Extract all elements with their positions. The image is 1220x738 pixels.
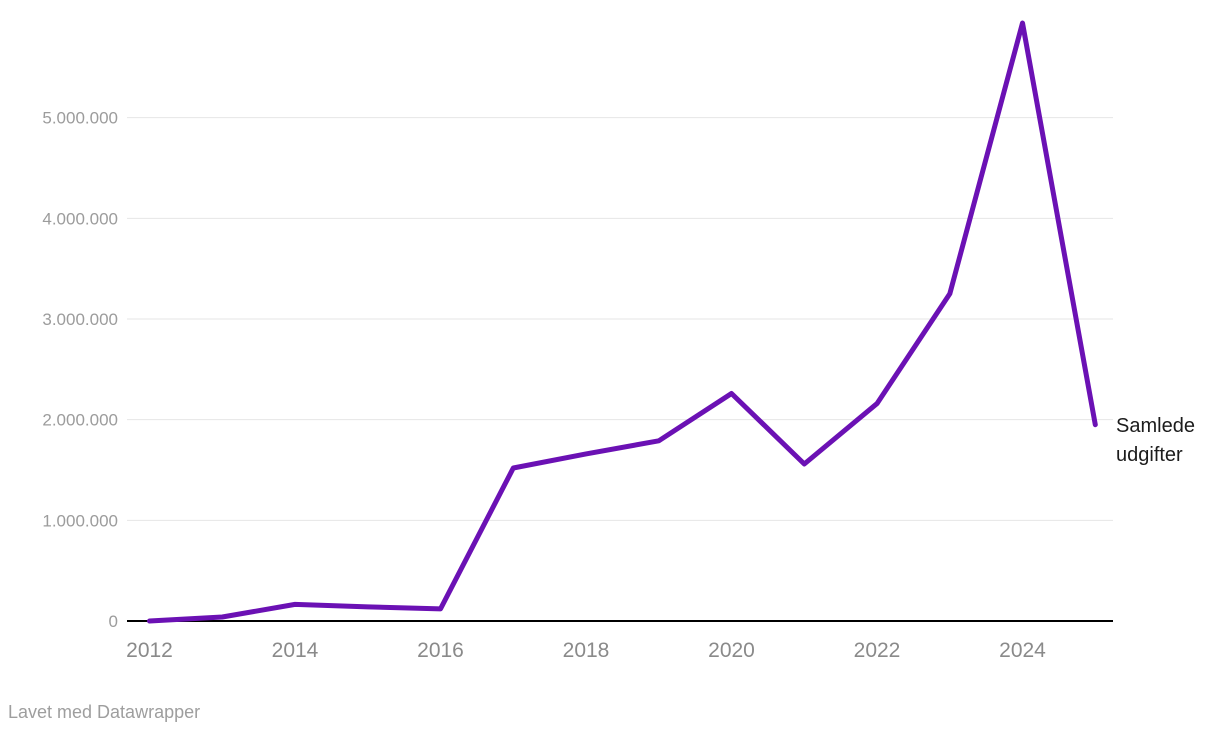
svg-text:2018: 2018 xyxy=(563,639,610,662)
series-line-samlede-udgifter xyxy=(147,20,1098,624)
x-axis-labels: 2012 2014 2016 2018 2020 2022 2024 xyxy=(126,639,1046,662)
svg-text:2020: 2020 xyxy=(708,639,755,662)
attribution-text: Lavet med Datawrapper xyxy=(8,702,201,722)
svg-text:1.000.000: 1.000.000 xyxy=(42,511,118,530)
svg-text:2.000.000: 2.000.000 xyxy=(42,411,118,430)
y-axis-labels: 0 1.000.000 2.000.000 3.000.000 4.000.000 5.0… xyxy=(42,109,118,631)
svg-text:2024: 2024 xyxy=(999,639,1046,662)
series-label-samlede-udgifter: Samlede udgifter xyxy=(1116,415,1195,466)
svg-text:4.000.000: 4.000.000 xyxy=(42,209,118,228)
gridlines xyxy=(127,117,1113,521)
svg-text:2016: 2016 xyxy=(417,639,464,662)
svg-text:5.000.000: 5.000.000 xyxy=(42,109,118,128)
svg-text:2022: 2022 xyxy=(854,639,901,662)
svg-text:2012: 2012 xyxy=(126,639,173,662)
svg-text:0: 0 xyxy=(109,612,118,631)
svg-text:2014: 2014 xyxy=(272,639,319,662)
svg-text:3.000.000: 3.000.000 xyxy=(42,310,118,329)
